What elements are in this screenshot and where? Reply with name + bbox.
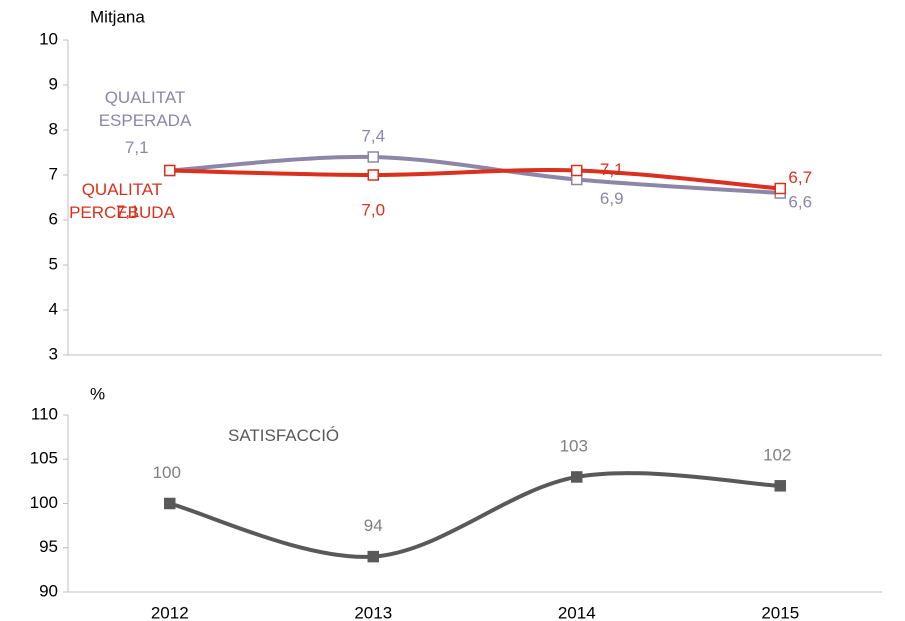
- y-tick-label: 110: [31, 404, 58, 423]
- data-label: 94: [364, 516, 383, 535]
- data-label: 7,0: [361, 200, 385, 219]
- data-label: 7,1: [116, 202, 140, 221]
- x-tick-label: 2014: [558, 603, 596, 621]
- marker: [164, 497, 176, 510]
- series-annotation: SATISFACCIÓ: [228, 426, 340, 445]
- data-label: 100: [153, 463, 181, 482]
- marker: [571, 164, 583, 177]
- data-label: 6,6: [788, 192, 812, 211]
- series-annotation: QUALITAT ESPERADA: [98, 88, 192, 130]
- y-tick-label: 8: [49, 119, 58, 138]
- marker: [571, 471, 583, 483]
- marker: [367, 169, 379, 181]
- data-label: 102: [763, 445, 791, 464]
- y-tick-label: 100: [30, 493, 58, 512]
- y-tick-label: 7: [49, 164, 58, 183]
- y-tick-label: 105: [30, 449, 58, 468]
- x-tick-label: 2012: [151, 603, 189, 621]
- data-label: 7,1: [600, 160, 624, 179]
- y-tick-label: 95: [39, 537, 58, 556]
- x-tick-label: 2013: [354, 603, 392, 621]
- y-tick-label: 4: [49, 299, 58, 318]
- line: [169, 471, 781, 559]
- y-axis-title: Mitjana: [90, 7, 145, 26]
- marker: [367, 550, 379, 563]
- marker: [774, 182, 786, 195]
- data-label: 6,7: [788, 168, 812, 187]
- marker: [164, 164, 176, 177]
- data-label: 7,4: [361, 126, 385, 145]
- y-tick-label: 9: [49, 74, 58, 93]
- y-axis-title: %: [90, 384, 105, 403]
- series-annotation: QUALITAT PERCEBUDA: [69, 180, 175, 222]
- data-label: 6,9: [600, 189, 624, 208]
- y-tick-label: 5: [49, 254, 58, 273]
- line: [169, 168, 781, 191]
- marker: [367, 151, 379, 163]
- marker: [774, 480, 786, 492]
- y-tick-label: 3: [49, 344, 58, 363]
- y-tick-label: 6: [49, 209, 58, 228]
- y-tick-label: 10: [39, 29, 58, 48]
- data-label: 7,1: [125, 138, 149, 157]
- x-tick-label: 2015: [761, 603, 799, 621]
- y-tick-label: 90: [39, 581, 58, 600]
- data-label: 103: [560, 436, 588, 455]
- line: [169, 154, 781, 195]
